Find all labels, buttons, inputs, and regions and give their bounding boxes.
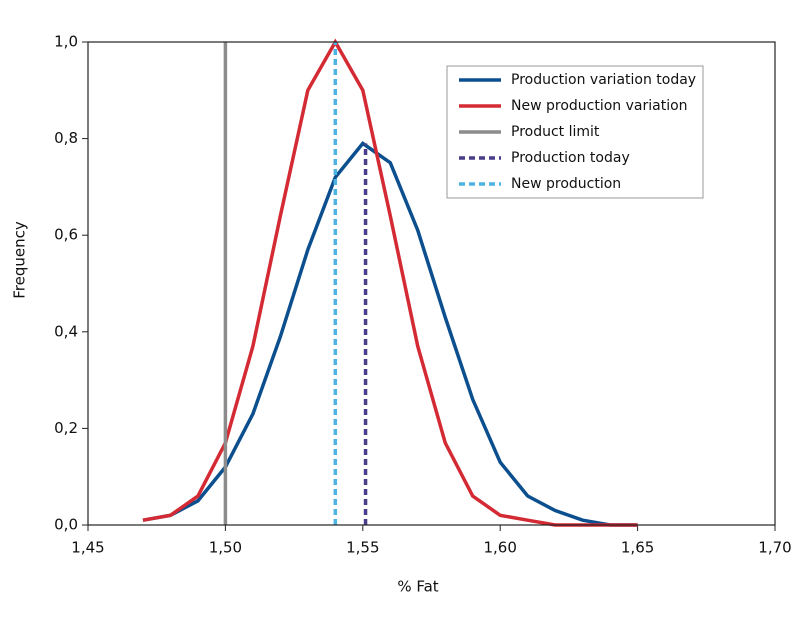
y-tick-label: 1,0 (54, 33, 78, 51)
legend-label: Production variation today (511, 72, 696, 88)
y-tick-label: 0,4 (54, 322, 78, 340)
y-tick-label: 0,8 (54, 129, 78, 147)
x-tick-label: 1,45 (71, 539, 104, 557)
legend-label: New production variation (511, 98, 688, 114)
y-tick-label: 0,6 (54, 226, 78, 244)
y-axis-label: Frequency (11, 221, 29, 299)
legend-label: Product limit (511, 124, 600, 140)
series-line (142, 141, 638, 527)
legend-label: Production today (511, 150, 630, 166)
y-tick-label: 0,2 (54, 419, 78, 437)
x-tick-label: 1,70 (758, 539, 791, 557)
legend: Production variation today New production… (446, 65, 704, 199)
y-tick-label: 0,0 (54, 516, 78, 534)
x-tick-label: 1,50 (209, 539, 242, 557)
x-axis-label: % Fat (397, 578, 438, 596)
legend-label: New production (511, 176, 621, 192)
plot-frame (87, 41, 776, 526)
x-tick-label: 1,65 (621, 539, 654, 557)
x-tick-label: 1,55 (346, 539, 379, 557)
x-tick-label: 1,60 (483, 539, 516, 557)
